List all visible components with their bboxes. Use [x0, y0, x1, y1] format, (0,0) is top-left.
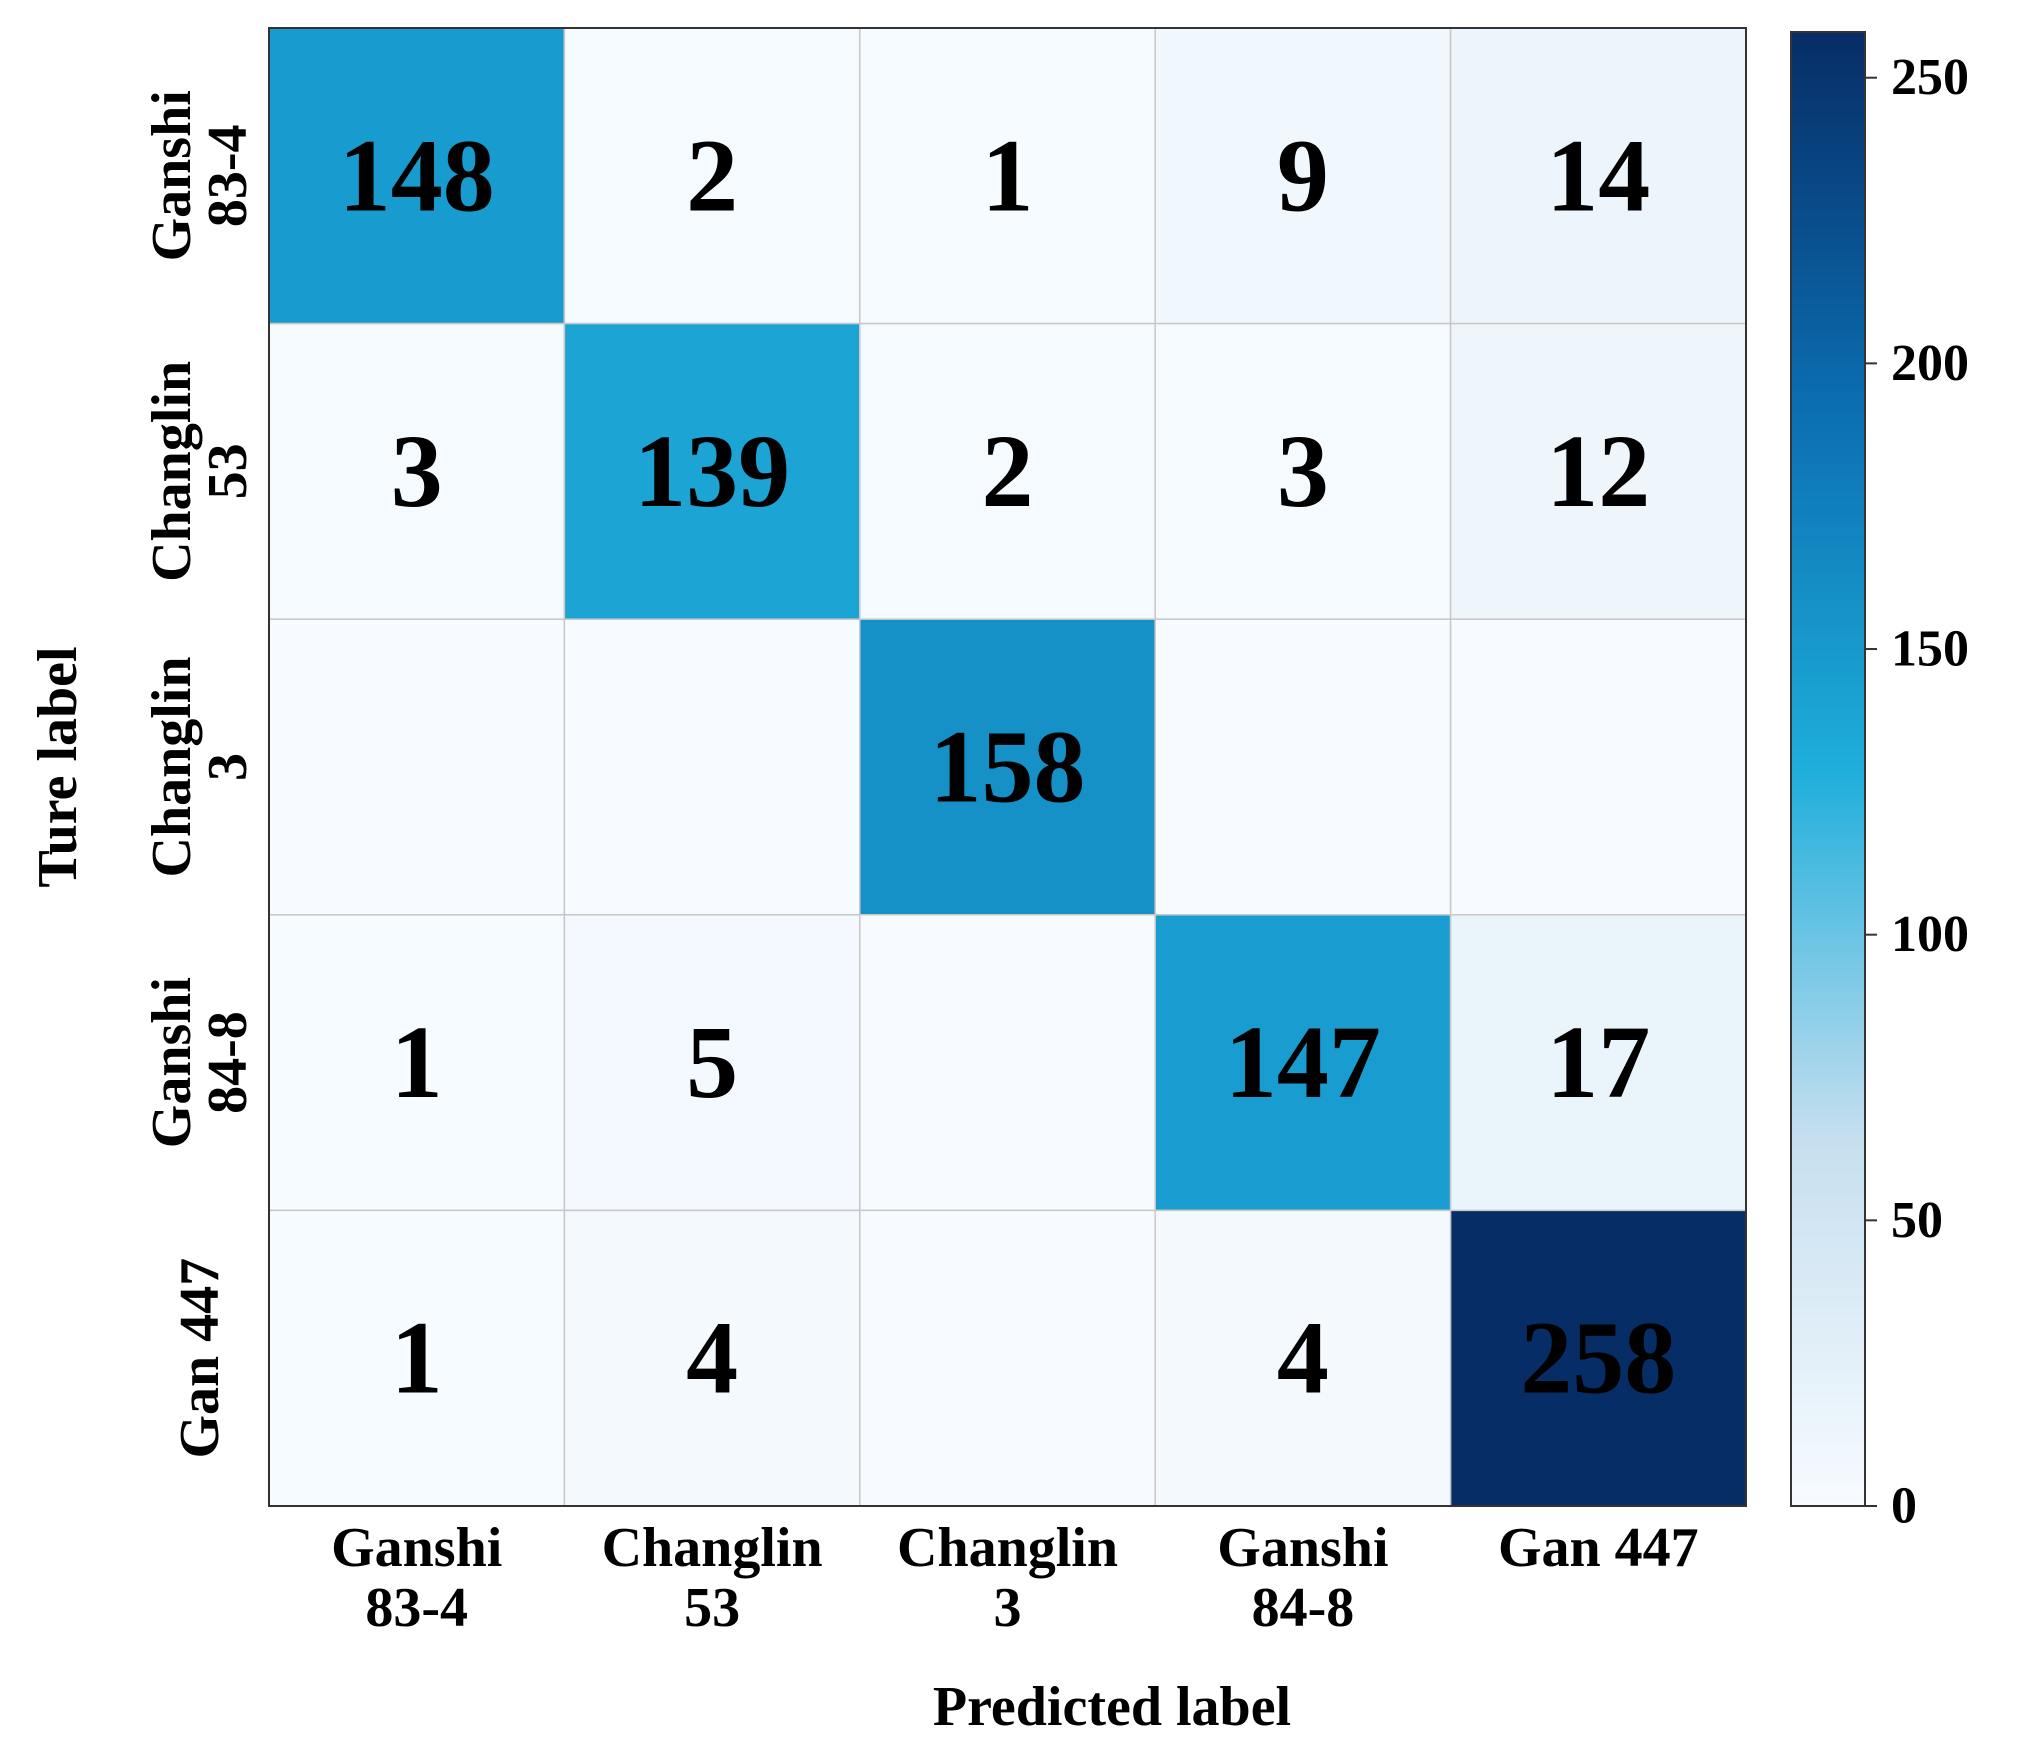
cell — [859, 1209, 1156, 1507]
cell-value: 1 — [391, 1301, 443, 1416]
x-tick-label: Changlin — [897, 1517, 1118, 1579]
colorbar-tick-label: 150 — [1891, 621, 1969, 678]
cell-value: 148 — [339, 118, 495, 233]
cell — [1154, 1209, 1452, 1507]
cell — [1154, 618, 1452, 916]
x-tick-label: Changlin — [602, 1517, 823, 1579]
cell — [1154, 914, 1452, 1212]
y-tick-label: Changlin — [141, 657, 203, 878]
colorbar — [1790, 31, 1866, 1507]
cell-value: 17 — [1546, 1005, 1650, 1120]
y-tick-label: 83-4 — [197, 124, 259, 227]
colorbar-tick-label: 200 — [1891, 335, 1969, 392]
cell — [1449, 618, 1747, 916]
cell-value: 4 — [1277, 1301, 1329, 1416]
cell-value: 158 — [930, 710, 1086, 825]
y-tick-label: 53 — [197, 443, 259, 499]
cell — [563, 914, 861, 1212]
cell-value: 139 — [634, 414, 790, 529]
cell-value: 1 — [982, 118, 1034, 233]
cell-value: 9 — [1277, 118, 1329, 233]
cell — [1449, 27, 1747, 325]
colorbar-tick-label: 0 — [1891, 1478, 1917, 1535]
cell-value: 3 — [391, 414, 443, 529]
y-tick-label: Gan 447 — [169, 1258, 231, 1459]
cell-value: 2 — [686, 118, 738, 233]
plot-border — [268, 27, 1747, 1507]
cell — [563, 1209, 861, 1507]
y-tick-label: Ganshi — [141, 90, 203, 261]
y-tick-label: 84-8 — [197, 1011, 259, 1114]
cell — [1154, 27, 1452, 325]
cell-value: 14 — [1546, 118, 1650, 233]
cell — [268, 27, 566, 325]
cell-value: 4 — [686, 1301, 738, 1416]
x-tick-label: 3 — [994, 1577, 1022, 1639]
y-tick-label: 3 — [197, 753, 259, 781]
x-tick-label: Ganshi — [331, 1517, 502, 1579]
cell — [1449, 322, 1747, 620]
cell — [563, 618, 861, 916]
cell — [268, 618, 566, 916]
cell — [859, 914, 1156, 1212]
cell-value: 258 — [1520, 1301, 1676, 1416]
x-tick-label: 84-8 — [1252, 1577, 1355, 1639]
cell-value: 147 — [1225, 1005, 1381, 1120]
x-tick-label: Gan 447 — [1498, 1517, 1699, 1579]
x-tick-label: Ganshi — [1217, 1517, 1388, 1579]
colorbar-tick-label: 100 — [1891, 906, 1969, 963]
y-axis-label: Ture label — [27, 646, 89, 887]
cell-value: 1 — [391, 1005, 443, 1120]
colorbar-tick-label: 250 — [1891, 49, 1969, 106]
cell — [563, 27, 861, 325]
cell-value: 2 — [982, 414, 1034, 529]
x-tick-label: 83-4 — [365, 1577, 468, 1639]
cell — [1449, 1209, 1747, 1507]
x-axis-label: Predicted label — [933, 1676, 1291, 1738]
cell — [1449, 914, 1747, 1212]
cell-value: 3 — [1277, 414, 1329, 529]
cell — [563, 322, 861, 620]
cell-value: 12 — [1546, 414, 1650, 529]
colorbar-tick-label: 50 — [1891, 1192, 1943, 1249]
cell — [268, 914, 566, 1212]
y-tick-label: Ganshi — [141, 977, 203, 1148]
cell — [268, 322, 566, 620]
cell — [859, 322, 1156, 620]
cell-value: 5 — [686, 1005, 738, 1120]
x-tick-label: 53 — [684, 1577, 740, 1639]
y-tick-label: Changlin — [141, 361, 203, 582]
